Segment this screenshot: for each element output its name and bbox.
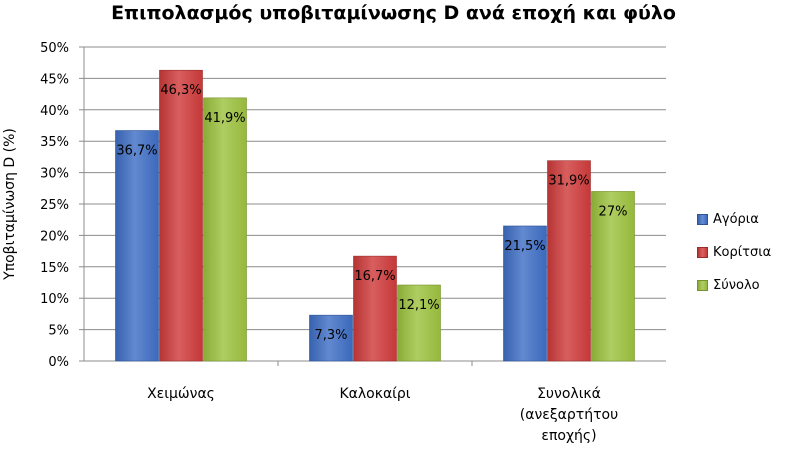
data-label: 41,9% [204,111,245,126]
y-tick-label: 50% [40,41,69,56]
bar-Αγόρια [503,225,547,362]
legend-item: Κορίτσια [697,236,787,269]
legend-item: Σύνολο [697,269,787,302]
x-tick-label: (ανεξαρτήτου [520,407,618,423]
legend-swatch [697,247,708,258]
y-tick-label: 10% [40,292,69,307]
bar-Κορίτσια [353,255,397,362]
data-label: 31,9% [548,174,589,189]
y-axis-title: Υποβιταμίνωση D (%) [2,128,18,281]
x-tick-label: Συνολικά [537,386,601,402]
data-label: 27% [599,204,628,219]
bar-Κορίτσια [547,160,591,362]
bar-Σύνολο [397,284,441,362]
legend-label: Αγόρια [713,212,759,227]
legend-swatch [697,280,708,291]
y-tick-label: 35% [40,135,69,150]
legend-swatch [697,214,708,225]
x-tick-label: Χειμώνας [147,386,215,402]
data-label: 7,3% [314,328,347,343]
bar-Σύνολο [591,191,635,362]
y-tick-label: 30% [40,167,69,182]
bar-Κορίτσια [159,69,203,362]
data-label: 12,1% [398,298,439,313]
bar-Σύνολο [203,97,247,362]
data-label: 46,3% [160,83,201,98]
legend-item: Αγόρια [697,203,787,236]
y-tick-label: 15% [40,261,69,276]
bar-Αγόρια [115,130,159,362]
data-label: 16,7% [354,269,395,284]
y-tick-label: 40% [40,104,69,119]
x-tick-label: εποχής) [541,428,596,444]
chart-title: Επιπολασμός υποβιταμίνωσης D ανά εποχή κ… [111,2,676,24]
y-tick-label: 25% [40,198,69,213]
data-label: 36,7% [116,144,157,159]
legend: Αγόρια Κορίτσια Σύνολο [697,203,787,302]
y-tick-label: 20% [40,229,69,244]
y-tick-label: 45% [40,72,69,87]
legend-label: Κορίτσια [713,245,772,260]
bar-Αγόρια [309,314,353,362]
x-tick-label: Καλοκαίρι [339,386,410,402]
y-tick-label: 5% [48,324,69,339]
data-label: 21,5% [504,239,545,254]
y-tick-label: 0% [48,355,69,370]
legend-label: Σύνολο [713,278,760,293]
